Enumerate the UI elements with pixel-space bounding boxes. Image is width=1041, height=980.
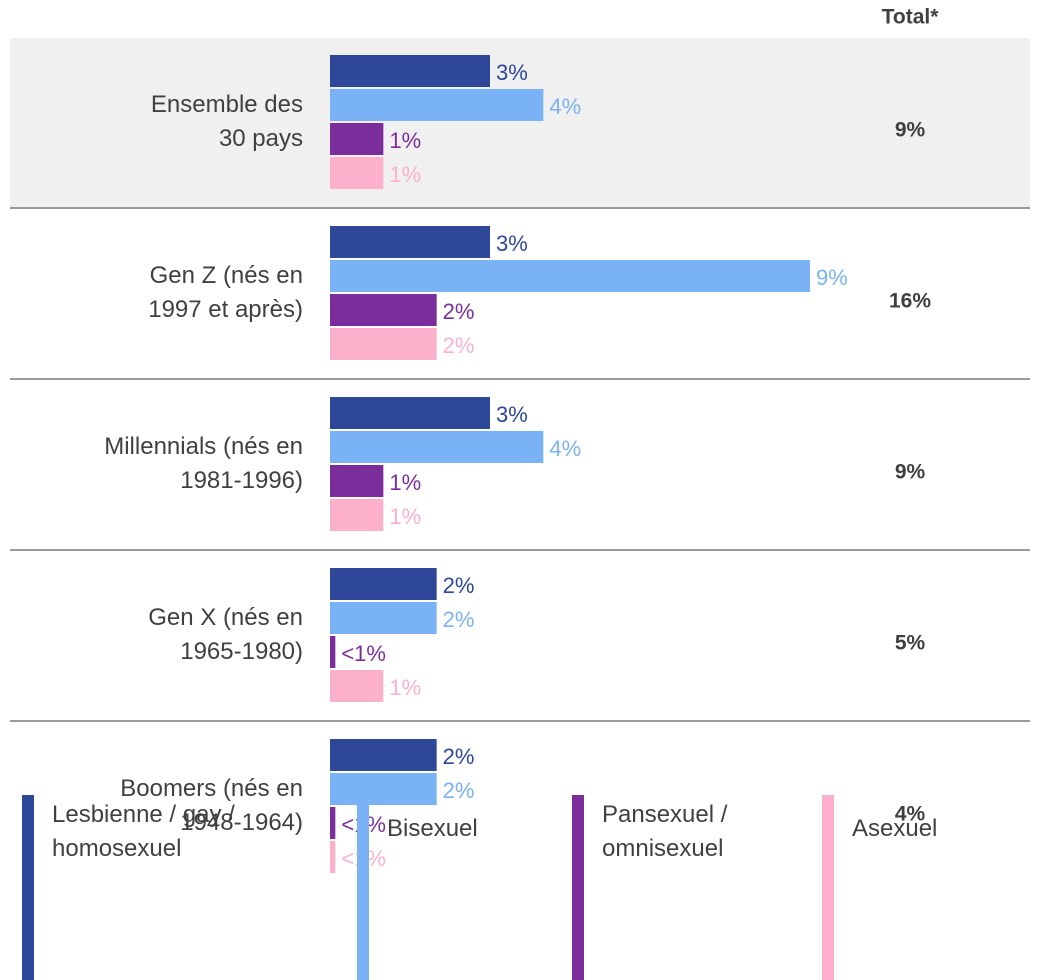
bar <box>330 397 490 429</box>
bar <box>330 499 384 531</box>
value-label: 2% <box>443 333 475 358</box>
value-label: 9% <box>816 265 848 290</box>
bar <box>330 465 384 497</box>
value-label: 1% <box>389 162 421 187</box>
bar <box>330 89 544 121</box>
value-label: 1% <box>389 504 421 529</box>
bar <box>330 602 437 634</box>
value-label: 2% <box>443 299 475 324</box>
bar <box>330 807 336 839</box>
value-label: 2% <box>443 607 475 632</box>
legend-swatch <box>357 795 369 980</box>
value-label: 3% <box>496 231 528 256</box>
highlight-band <box>10 38 1030 208</box>
value-label: 4% <box>549 94 581 119</box>
legend-swatch <box>572 795 584 980</box>
legend-swatch <box>822 795 834 980</box>
bar <box>330 431 544 463</box>
total-label: 4% <box>895 803 926 826</box>
legend-label: Pansexuel / omnisexuel <box>602 801 728 862</box>
bar <box>330 55 490 87</box>
bar <box>330 260 810 292</box>
value-label: <1% <box>341 641 386 666</box>
total-label: 5% <box>895 632 926 655</box>
category-label: Boomers (nés en 1948-1964) <box>120 775 303 836</box>
bar <box>330 226 490 258</box>
bar <box>330 739 437 771</box>
value-label: 1% <box>389 675 421 700</box>
legend-label: Lesbienne / gay / homosexuel <box>52 801 235 862</box>
total-label: 16% <box>889 290 931 313</box>
legend-label: Asexuel <box>852 815 938 842</box>
value-label: 1% <box>389 128 421 153</box>
bar <box>330 157 384 189</box>
bar <box>330 636 336 668</box>
bar <box>330 670 384 702</box>
value-label: 2% <box>443 778 475 803</box>
category-label: Millennials (nés en 1981-1996) <box>104 433 303 494</box>
category-label: Gen Z (nés en 1997 et après) <box>148 262 303 323</box>
bar <box>330 294 437 326</box>
totals-header: Total* <box>882 6 940 29</box>
value-label: 3% <box>496 60 528 85</box>
legend-swatch <box>22 795 34 980</box>
total-label: 9% <box>895 119 926 142</box>
total-label: 9% <box>895 461 926 484</box>
value-label: 3% <box>496 402 528 427</box>
category-label: Gen X (nés en 1965-1980) <box>148 604 303 665</box>
value-label: 2% <box>443 744 475 769</box>
bar <box>330 328 437 360</box>
bar <box>330 123 384 155</box>
value-label: 1% <box>389 470 421 495</box>
bar <box>330 841 336 873</box>
bar <box>330 568 437 600</box>
value-label: 4% <box>549 436 581 461</box>
value-label: 2% <box>443 573 475 598</box>
category-label: Ensemble des 30 pays <box>150 91 303 152</box>
legend-label: Bisexuel <box>387 815 478 842</box>
bar <box>330 773 437 805</box>
